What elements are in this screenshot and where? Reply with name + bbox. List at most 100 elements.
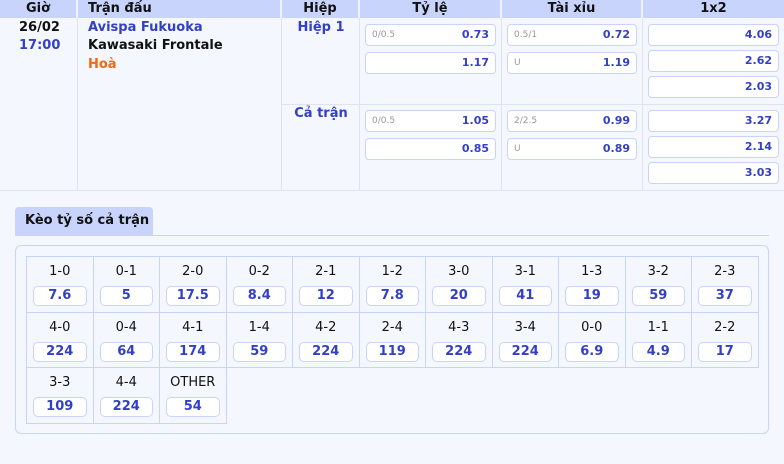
- score-label: 3-0: [448, 264, 470, 279]
- 1x2-odds-button[interactable]: 3.03: [648, 162, 779, 184]
- score-cell: 1-1 4.9: [625, 312, 692, 368]
- score-label: 4-4: [115, 375, 137, 390]
- score-label: 1-0: [49, 264, 71, 279]
- score-label: OTHER: [170, 375, 216, 390]
- overunder-line: U: [514, 58, 521, 68]
- overunder-odds-button[interactable]: 2/2.5 0.99: [507, 110, 637, 132]
- score-odds-button[interactable]: 54: [166, 397, 220, 417]
- score-odds-button[interactable]: 59: [631, 286, 685, 306]
- handicap-odds-button[interactable]: 0/0.5 0.73: [365, 24, 496, 46]
- score-odds-button[interactable]: 109: [33, 397, 87, 417]
- score-odds-button[interactable]: 17.5: [166, 286, 220, 306]
- score-label: 3-4: [514, 319, 536, 335]
- score-label: 2-0: [182, 264, 204, 279]
- odds-value: 1.05: [461, 114, 489, 127]
- score-cell: 0-4 64: [93, 312, 160, 368]
- score-cell: 3-4 224: [492, 312, 559, 368]
- 1x2-odds-button[interactable]: 3.27: [648, 110, 779, 132]
- score-label: 0-4: [115, 319, 137, 335]
- header-1x2: 1x2: [700, 1, 727, 16]
- 1x2-odds-button[interactable]: 2.03: [648, 76, 779, 98]
- correct-score-panel: [15, 245, 769, 434]
- handicap-odds-button[interactable]: 1.17: [365, 52, 496, 74]
- score-cell: 1-3 19: [559, 257, 626, 313]
- score-odds-button[interactable]: 64: [99, 341, 153, 362]
- odds-value: 0.89: [602, 142, 630, 155]
- home-team[interactable]: Avispa Fukuoka: [88, 20, 203, 35]
- score-label: 2-2: [714, 319, 736, 335]
- overunder-line: 0.5/1: [514, 30, 538, 40]
- odds-value: 0.73: [461, 28, 489, 41]
- score-cell: 1-2 7.8: [359, 257, 426, 313]
- odds-value: 2.03: [744, 80, 772, 93]
- score-label: 0-0: [581, 319, 603, 335]
- score-cell: 4-2 224: [293, 312, 360, 368]
- score-cell: OTHER 54: [160, 368, 227, 424]
- overunder-odds-button[interactable]: 0.5/1 0.72: [507, 24, 637, 46]
- score-odds-button[interactable]: 17: [698, 341, 752, 362]
- score-odds-button[interactable]: 4.9: [631, 341, 685, 362]
- tab-correct-score[interactable]: Kèo tỷ số cả trận: [15, 207, 153, 236]
- score-label: 1-1: [647, 319, 669, 335]
- score-label: 2-4: [381, 319, 403, 335]
- score-cell: 0-1 5: [93, 257, 160, 313]
- odds-value: 0.99: [602, 114, 630, 127]
- header-time: Giờ: [0, 0, 78, 18]
- handicap-odds-button[interactable]: 0.85: [365, 138, 496, 160]
- period-label: Hiệp 1: [297, 20, 345, 35]
- score-cell: 2-2 17: [692, 312, 759, 368]
- score-odds-button[interactable]: 7.6: [33, 286, 87, 306]
- score-cell: 0-2 8.4: [226, 257, 293, 313]
- score-odds-button[interactable]: 119: [365, 341, 419, 362]
- score-label: 2-3: [714, 264, 736, 279]
- score-odds-button[interactable]: 174: [166, 341, 220, 362]
- score-odds-button[interactable]: 19: [565, 286, 619, 306]
- score-cell: 4-1 174: [160, 312, 227, 368]
- away-team[interactable]: Kawasaki Frontale: [88, 38, 223, 53]
- score-label: 0-1: [115, 264, 137, 279]
- score-odds-button[interactable]: 224: [299, 341, 353, 362]
- score-odds-button[interactable]: 5: [99, 286, 153, 306]
- 1x2-odds-button[interactable]: 4.06: [648, 24, 779, 46]
- score-odds-button[interactable]: 37: [698, 286, 752, 306]
- 1x2-odds-button[interactable]: 2.62: [648, 50, 779, 72]
- handicap-line: 0/0.5: [372, 116, 396, 126]
- score-cell: 4-0 224: [27, 312, 94, 368]
- score-cell: 2-1 12: [293, 257, 360, 313]
- score-label: 1-3: [581, 264, 603, 279]
- score-odds-button[interactable]: 59: [232, 341, 286, 362]
- score-odds-button[interactable]: 224: [432, 341, 486, 362]
- score-label: 1-4: [248, 319, 270, 335]
- odds-value: 3.27: [744, 114, 772, 127]
- score-label: 3-2: [647, 264, 669, 279]
- odds-value: 2.62: [744, 54, 772, 67]
- score-label: 3-1: [514, 264, 536, 279]
- score-odds-button[interactable]: 224: [99, 397, 153, 417]
- score-cell: 4-4 224: [93, 368, 160, 424]
- odds-value: 4.06: [744, 28, 772, 41]
- score-cell: 3-1 41: [492, 257, 559, 313]
- score-odds-button[interactable]: 8.4: [232, 286, 286, 306]
- header-half: Hiệp: [282, 0, 360, 18]
- score-odds-button[interactable]: 20: [432, 286, 486, 306]
- score-label: 4-0: [49, 319, 71, 335]
- score-odds-button[interactable]: 6.9: [565, 341, 619, 362]
- 1x2-odds-button[interactable]: 2.14: [648, 136, 779, 158]
- score-cell: 2-0 17.5: [160, 257, 227, 313]
- correct-score-grid: 1-0 7.6 0-1 5 2-0 17.5 0-2 8.4 2-1 12 1-2 7.8 3-0 20 3…: [26, 256, 759, 424]
- handicap-odds-button[interactable]: 0/0.5 1.05: [365, 110, 496, 132]
- score-odds-button[interactable]: 12: [299, 286, 353, 306]
- match-time: 17:00: [19, 38, 61, 53]
- overunder-odds-button[interactable]: U 1.19: [507, 52, 637, 74]
- score-cell: 2-4 119: [359, 312, 426, 368]
- score-odds-button[interactable]: 224: [498, 341, 552, 362]
- score-odds-button[interactable]: 224: [33, 341, 87, 362]
- odds-value: 1.19: [602, 56, 630, 69]
- handicap-line: 0/0.5: [372, 30, 396, 40]
- overunder-odds-button[interactable]: U 0.89: [507, 138, 637, 160]
- period-label: Cả trận: [294, 106, 348, 121]
- score-cell: 4-3 224: [426, 312, 493, 368]
- score-odds-button[interactable]: 7.8: [365, 286, 419, 306]
- header-overunder: Tài xỉu: [502, 0, 643, 18]
- score-odds-button[interactable]: 41: [498, 286, 552, 306]
